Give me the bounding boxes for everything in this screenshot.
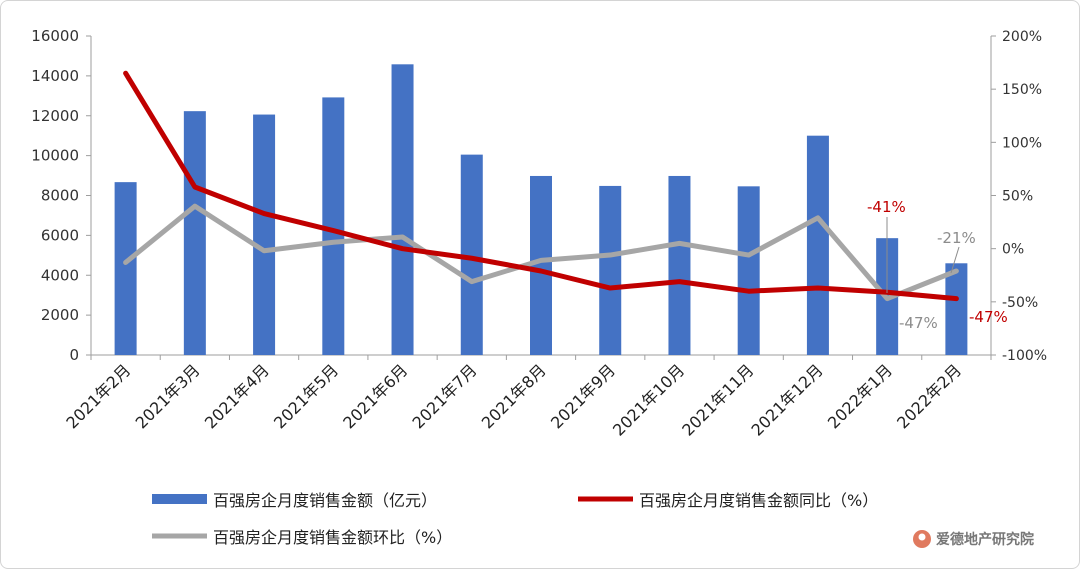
- left-tick-label: 4000: [41, 266, 79, 284]
- bar-sales: [737, 186, 760, 355]
- left-tick-label: 0: [69, 346, 79, 364]
- line-mom-point: [470, 280, 474, 284]
- x-category-label: 2021年9月: [547, 360, 619, 432]
- line-yoy-point: [677, 280, 681, 284]
- line-yoy-point: [816, 286, 820, 290]
- line-yoy-point: [401, 247, 405, 251]
- annotation-mom-feb: -21%: [937, 229, 976, 247]
- x-category-label: 2021年8月: [478, 360, 550, 432]
- line-mom-point: [747, 253, 751, 257]
- bar-sales: [183, 111, 206, 356]
- right-tick-label: 50%: [1002, 189, 1033, 205]
- line-mom-point: [677, 241, 681, 245]
- line-mom-point: [954, 269, 958, 273]
- bar-sales: [806, 135, 829, 355]
- line-mom-point: [401, 235, 405, 239]
- x-category-label: 2021年7月: [409, 360, 481, 432]
- bar-sales: [391, 64, 414, 355]
- line-yoy-point: [470, 256, 474, 260]
- x-category-label: 2021年11月: [678, 360, 757, 439]
- watermark: 爱德地产研究院: [913, 530, 1034, 548]
- line-mom-point: [331, 240, 335, 244]
- left-tick-label: 6000: [41, 226, 79, 244]
- x-category-label: 2021年5月: [270, 360, 342, 432]
- right-tick-label: 150%: [1002, 82, 1042, 98]
- annotation-yoy-jan: -41%: [867, 198, 906, 216]
- legend-label-mom: 百强房企月度销售金额环比（%）: [213, 528, 452, 547]
- line-yoy-point: [954, 297, 958, 301]
- line-mom-point: [885, 297, 889, 301]
- right-tick-label: 0%: [1002, 242, 1024, 258]
- x-category-label: 2021年12月: [747, 360, 826, 439]
- watermark-logo-inner: [918, 533, 926, 541]
- x-category-label: 2022年2月: [893, 360, 965, 432]
- x-category-label: 2021年4月: [201, 360, 273, 432]
- bar-sales: [530, 175, 552, 355]
- line-yoy-point: [747, 289, 751, 293]
- right-tick-label: -50%: [1002, 295, 1038, 311]
- line-mom-point: [262, 249, 266, 253]
- left-tick-label: 14000: [31, 67, 79, 85]
- x-category-label: 2021年3月: [132, 360, 204, 432]
- x-category-label: 2021年10月: [609, 360, 688, 439]
- line-yoy-point: [193, 185, 197, 189]
- line-mom-point: [124, 260, 128, 264]
- legend-label-yoy: 百强房企月度销售金额同比（%）: [639, 491, 878, 510]
- line-mom-point: [608, 253, 612, 257]
- leader-line-mom-feb: [950, 246, 960, 274]
- left-tick-label: 16000: [31, 27, 79, 45]
- line-series: [123, 70, 959, 302]
- line-mom-point: [193, 204, 197, 208]
- left-tick-label: 2000: [41, 306, 79, 324]
- bar-sales: [599, 185, 622, 355]
- right-tick-label: -100%: [1002, 348, 1047, 364]
- right-tick-label: 200%: [1002, 29, 1042, 45]
- bar-sales: [114, 182, 137, 355]
- bar-sales: [322, 97, 345, 355]
- left-tick-label: 10000: [31, 147, 79, 165]
- legend: 百强房企月度销售金额（亿元） 百强房企月度销售金额同比（%） 百强房企月度销售金…: [152, 491, 878, 547]
- x-category-label: 2022年1月: [824, 360, 896, 432]
- line-yoy-point: [262, 212, 266, 216]
- line-yoy-point: [608, 286, 612, 290]
- x-category-label: 2021年6月: [339, 360, 411, 432]
- bar-sales: [253, 114, 276, 356]
- line-yoy-point: [539, 269, 543, 273]
- bar-sales: [945, 263, 968, 355]
- x-category-label: 2021年2月: [62, 360, 134, 432]
- legend-label-sales: 百强房企月度销售金额（亿元）: [213, 491, 437, 510]
- annotations: -41% -47% -21% -47%: [867, 198, 1008, 332]
- bar-sales: [668, 175, 691, 355]
- legend-swatch-sales: [152, 494, 207, 504]
- bar-series: [114, 64, 968, 356]
- bar-sales: [460, 154, 483, 355]
- line-mom-point: [539, 258, 543, 262]
- line-mom-point: [816, 216, 820, 220]
- annotation-mom-jan: -47%: [899, 314, 938, 332]
- line-yoy-point: [331, 229, 335, 233]
- watermark-text: 爱德地产研究院: [936, 531, 1034, 548]
- annotation-yoy-feb: -47%: [969, 308, 1008, 326]
- left-tick-label: 12000: [31, 107, 79, 125]
- left-tick-label: 8000: [41, 187, 79, 205]
- right-tick-label: 100%: [1002, 135, 1042, 151]
- line-yoy-point: [124, 71, 128, 75]
